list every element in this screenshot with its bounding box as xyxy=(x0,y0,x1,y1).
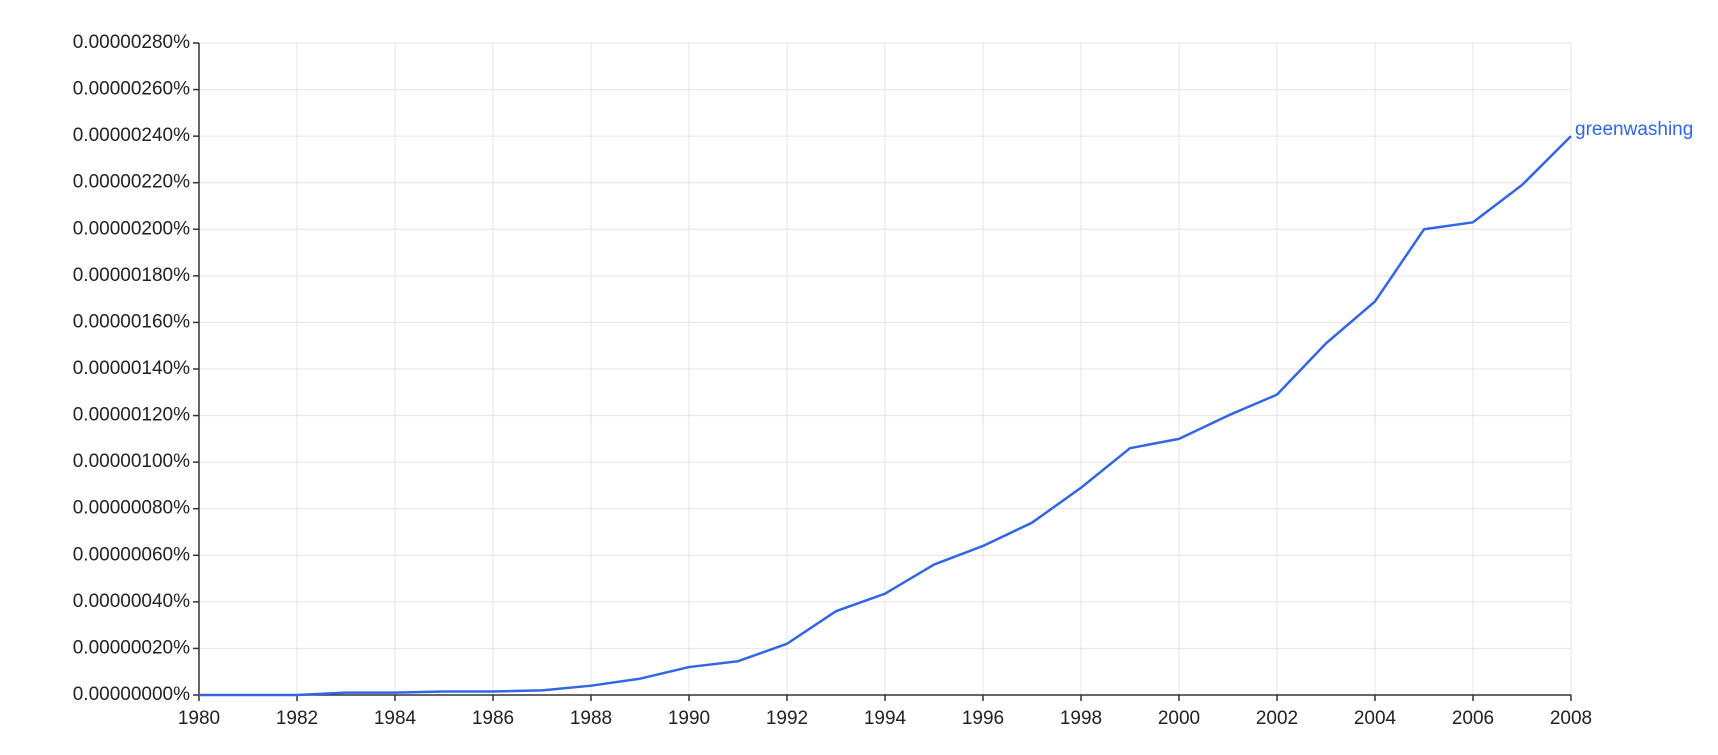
y-tick-label: 0.00000200% xyxy=(73,218,190,239)
x-tick-label: 1986 xyxy=(472,708,514,729)
x-tick-label: 1980 xyxy=(178,708,220,729)
y-tick-label: 0.00000260% xyxy=(73,79,190,100)
y-tick-label: 0.00000280% xyxy=(73,32,190,53)
y-tick-label: 0.00000140% xyxy=(73,358,190,379)
series-label: greenwashing xyxy=(1575,119,1693,140)
x-tick-label: 2000 xyxy=(1158,708,1200,729)
y-tick-label: 0.00000040% xyxy=(73,591,190,612)
x-tick-label: 1998 xyxy=(1060,708,1102,729)
x-tick-label: 1990 xyxy=(668,708,710,729)
y-tick-label: 0.00000060% xyxy=(73,544,190,565)
x-tick-label: 1982 xyxy=(276,708,318,729)
x-tick-label: 1988 xyxy=(570,708,612,729)
y-tick-label: 0.00000020% xyxy=(73,637,190,658)
y-tick-label: 0.00000000% xyxy=(73,684,190,705)
x-tick-label: 2006 xyxy=(1452,708,1494,729)
y-tick-label: 0.00000100% xyxy=(73,451,190,472)
x-tick-label: 2002 xyxy=(1256,708,1298,729)
y-tick-label: 0.00000120% xyxy=(73,405,190,426)
x-tick-label: 1994 xyxy=(864,708,907,729)
y-tick-label: 0.00000180% xyxy=(73,265,190,286)
y-tick-label: 0.00000080% xyxy=(73,498,190,519)
y-tick-label: 0.00000240% xyxy=(73,125,190,146)
x-tick-label: 1984 xyxy=(374,708,417,729)
x-tick-label: 1996 xyxy=(962,708,1004,729)
x-tick-label: 2004 xyxy=(1354,708,1397,729)
y-tick-label: 0.00000160% xyxy=(73,311,190,332)
y-tick-label: 0.00000220% xyxy=(73,172,190,193)
series-line xyxy=(199,135,1572,697)
x-tick-label: 2008 xyxy=(1550,708,1592,729)
x-tick-label: 1992 xyxy=(766,708,808,729)
